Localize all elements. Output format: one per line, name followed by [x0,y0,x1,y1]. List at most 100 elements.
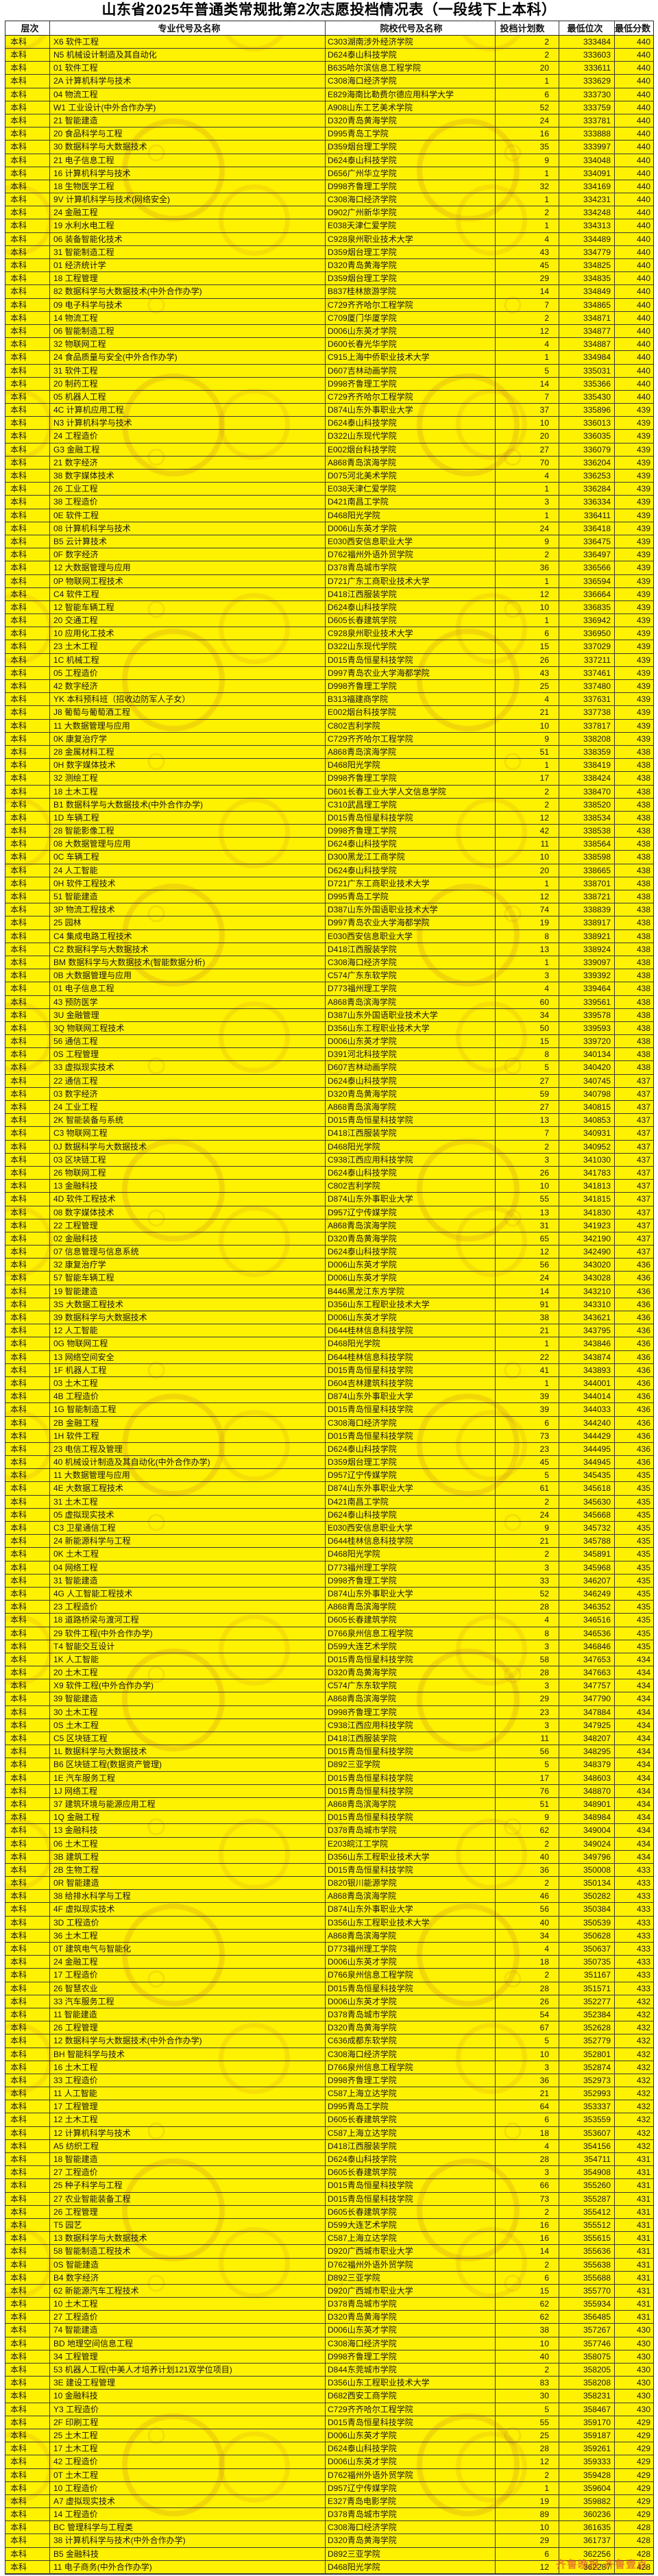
table-row: 本科 10 工程造价 D957辽宁传媒学院 1 359604 429 [5,2481,653,2495]
score-cell: 429 [636,2510,650,2520]
table-row: 本科 3E 建设工程管理 D356山东工程职业技术大学 83 358208 43… [5,2377,653,2390]
score-cell: 438 [636,905,650,915]
plan-cell: 4 [496,470,559,483]
plan-cell: 10 [496,417,559,430]
table-row: 本科 4B 工程造价 D874山东外事职业大学 39 344014 436 [5,1390,653,1404]
level-cell: 本科 [5,956,50,969]
plan-cell: 38 [496,1311,559,1324]
major-cell: 24 食品质量与安全(中外合作办学) [50,351,326,364]
major-cell: B6 区块链工程(数据资产管理) [50,1758,326,1771]
college-cell: D766泉州信息工程学院 [326,1969,496,1982]
major-cell: 39 数据科学与大数据技术 [50,1311,326,1324]
college-cell: D468阳光学院 [326,1140,496,1153]
plan-cell: 60 [496,995,559,1008]
level-cell: 本科 [5,1376,50,1390]
score-cell: 437 [636,1167,650,1178]
rank-cell: 338538 [559,825,615,838]
college-cell: D468阳光学院 [326,759,496,772]
plan-cell: 36 [496,561,559,574]
major-cell: 26 工程管理 [50,2205,326,2218]
plan-cell: 10 [496,600,559,614]
college-cell: D995青岛工学院 [326,127,496,141]
major-cell: 11 大数据管理与应用 [50,719,326,732]
rank-cell: 336035 [559,430,615,443]
score-cell: 436 [636,1418,650,1428]
college-cell: D998齐鲁理工学院 [326,772,496,785]
score-cell: 428 [636,2523,650,2533]
score-cell: 440 [636,365,650,376]
major-cell: 12 数据科学与大数据技术(中外合作办学) [50,2034,326,2048]
table-row: 本科 X6 软件工程 C303湖南涉外经济学院 2 333484 440 [5,35,653,49]
major-cell: C3 卫星通信工程 [50,1522,326,1535]
rank-cell: 340931 [559,1127,615,1140]
college-cell: B837桂林旅游学院 [326,285,496,298]
rank-cell: 336664 [559,587,615,600]
plan-cell: 4 [496,1943,559,1956]
score-cell: 437 [636,1207,650,1217]
plan-cell: 32 [496,180,559,193]
major-cell: 26 物联网工程 [50,1166,326,1180]
rank-cell: 352973 [559,2074,615,2087]
plan-cell: 91 [496,1298,559,1311]
level-cell: 本科 [5,1180,50,1193]
level-cell: 本科 [5,62,50,75]
rank-cell: 334231 [559,193,615,206]
table-row: 本科 26 物联网工程 D624泰山科技学院 26 341783 437 [5,1166,653,1180]
plan-cell: 28 [496,1982,559,1995]
major-cell: 10 土木工程 [50,2298,326,2311]
rank-cell: 345435 [559,1469,615,1482]
college-cell: D322山东现代学院 [326,430,496,443]
score-cell: 438 [636,1010,650,1020]
college-cell: D006山东英才学院 [326,1259,496,1272]
major-cell: N3 计算机科学与技术 [50,417,326,430]
rank-cell: 337461 [559,666,615,679]
score-cell: 431 [636,2220,650,2230]
rank-cell: 341783 [559,1166,615,1180]
college-cell: D015青岛恒星科技学院 [326,2179,496,2192]
table-row: 本科 0H 软件工程技术 D721广东工商职业技术大学 1 338701 438 [5,877,653,890]
plan-cell: 24 [496,1272,559,1285]
level-cell: 本科 [5,2534,50,2547]
rank-cell: 349004 [559,1824,615,1837]
level-cell: 本科 [5,1363,50,1376]
score-cell: 434 [636,1799,650,1809]
table-row: 本科 B5 金融科技 D892三亚学院 6 362256 428 [5,2547,653,2561]
major-cell: 1E 汽车服务工程 [50,1771,326,1784]
rank-cell: 333484 [559,35,615,48]
level-cell: 本科 [5,272,50,285]
rank-cell: 337631 [559,693,615,706]
table-row: 本科 51 智能建造 D995青岛工学院 12 338721 438 [5,890,653,904]
rank-cell: 349796 [559,1850,615,1863]
rank-cell: 351571 [559,1982,615,1995]
score-cell: 431 [636,2180,650,2191]
college-cell: D998齐鲁理工学院 [326,2074,496,2087]
major-cell: 2F 印刷工程 [50,2416,326,2429]
level-cell: 本科 [5,2377,50,2390]
rank-cell: 336418 [559,522,615,535]
major-cell: 29 软件工程(中外合作办学) [50,1627,326,1640]
major-cell: 1H 软件工程 [50,1429,326,1442]
rank-cell: 351167 [559,1969,615,1982]
table-row: 本科 T5 园艺 D599大连艺术学院 16 355512 431 [5,2218,653,2233]
plan-cell: 1 [496,574,559,587]
plan-cell: 3 [496,1679,559,1692]
score-cell: 438 [636,865,650,875]
rank-cell: 343028 [559,1272,615,1285]
college-cell: A868青岛滨海学院 [326,456,496,469]
score-cell: 438 [636,997,650,1007]
college-cell: E038天津仁爱学院 [326,483,496,496]
score-cell: 434 [636,1681,650,1691]
score-cell: 436 [636,1326,650,1336]
score-cell: 430 [636,2378,650,2388]
rank-cell: 336835 [559,600,615,614]
plan-cell: 13 [496,1114,559,1127]
rank-cell: 355412 [559,2205,615,2218]
table-row: 本科 03 区块链工程 C938江西应用科技学院 3 341030 437 [5,1153,653,1167]
major-cell: 22 通信工程 [50,1074,326,1087]
score-cell: 435 [636,1628,650,1638]
score-cell: 430 [636,2325,650,2335]
table-row: 本科 26 智慧农业 D015青岛恒星科技学院 28 351571 433 [5,1982,653,1995]
rank-cell: 350539 [559,1916,615,1929]
score-cell: 438 [636,944,650,954]
level-cell: 本科 [5,969,50,982]
